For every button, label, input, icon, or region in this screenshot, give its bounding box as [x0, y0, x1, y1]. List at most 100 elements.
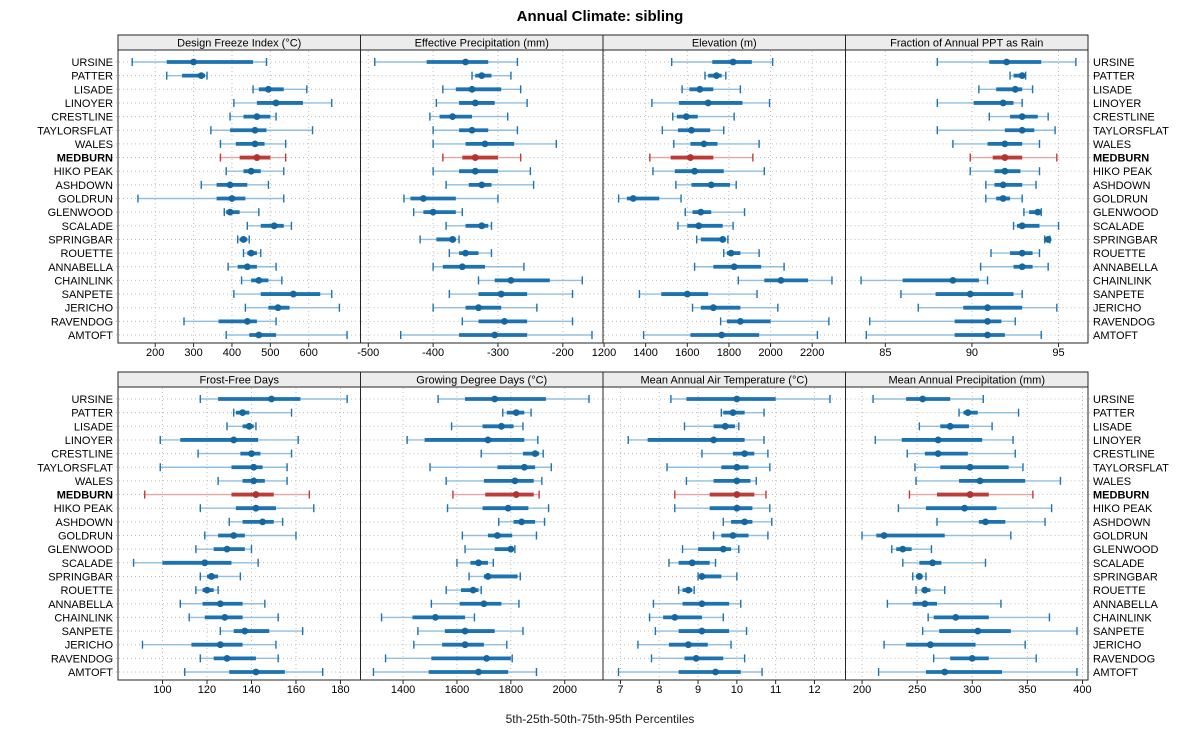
- station-label-right: JERICHO: [1093, 303, 1142, 315]
- percentile-row: [432, 139, 558, 148]
- percentile-row: [661, 126, 725, 135]
- median-dot: [221, 614, 229, 621]
- percentile-row: [137, 194, 285, 203]
- percentile-row: [227, 262, 277, 271]
- station-label-left: MEDBURN: [57, 153, 113, 165]
- percentile-row: [380, 613, 476, 622]
- percentile-row: [210, 126, 314, 135]
- axis-tick-label: 600: [300, 347, 318, 359]
- median-dot: [999, 195, 1007, 202]
- station-label-left: AMTOFT: [68, 330, 113, 342]
- percentile-row: [184, 668, 324, 676]
- median-dot: [461, 641, 469, 649]
- percentile-row: [179, 599, 266, 608]
- percentile-row: [450, 422, 524, 431]
- percentile-row: [1043, 235, 1052, 244]
- median-dot: [230, 436, 238, 444]
- median-dot: [449, 113, 456, 120]
- median-dot: [729, 58, 737, 66]
- station-label-right: LISADE: [1093, 84, 1132, 96]
- median-dot: [961, 504, 968, 512]
- percentile-row: [650, 654, 746, 663]
- station-label-left: CHAINLINK: [54, 612, 113, 624]
- median-dot: [252, 668, 260, 676]
- percentile-row: [891, 545, 933, 554]
- median-dot: [241, 627, 249, 635]
- axis-tick-label: 85: [879, 347, 891, 359]
- percentile-row: [652, 167, 766, 176]
- median-dot: [921, 586, 929, 594]
- median-dot: [934, 436, 942, 444]
- median-dot: [419, 195, 427, 202]
- station-label-left: SPRINGBAR: [48, 571, 113, 583]
- median-dot: [429, 208, 437, 216]
- median-dot: [629, 195, 637, 202]
- station-label-right: GOLDRUN: [1093, 531, 1148, 543]
- median-dot: [695, 222, 703, 230]
- median-dot: [915, 573, 923, 580]
- percentile-row: [219, 627, 304, 636]
- median-dot: [966, 463, 974, 471]
- median-dot: [245, 422, 253, 430]
- percentile-row: [480, 449, 544, 458]
- percentile-row: [877, 668, 1078, 676]
- median-dot: [471, 154, 479, 161]
- percentile-row: [668, 558, 717, 567]
- axis-tick-label: 10: [731, 684, 743, 696]
- median-dot: [208, 573, 215, 580]
- median-dot: [216, 641, 224, 649]
- percentile-row: [442, 153, 522, 162]
- percentile-row: [719, 317, 830, 326]
- median-dot: [255, 277, 263, 284]
- percentile-row: [468, 572, 521, 581]
- station-label-right: LISADE: [1093, 421, 1132, 433]
- percentile-row: [861, 531, 1012, 540]
- median-dot: [251, 140, 259, 148]
- station-label-right: CHAINLINK: [1093, 612, 1152, 624]
- percentile-row: [908, 490, 1034, 499]
- percentile-row: [985, 180, 1037, 189]
- percentile-row: [627, 435, 765, 444]
- station-label-left: LINOYER: [65, 435, 113, 447]
- median-dot: [259, 518, 267, 526]
- percentile-row: [166, 71, 208, 80]
- axis-tick-label: 2000: [552, 684, 576, 696]
- median-dot: [704, 99, 712, 107]
- percentile-row: [374, 58, 519, 66]
- median-dot: [777, 277, 785, 284]
- panel-design-freeze-index-c-: Design Freeze Index (°C) 200 300 400 500 600: [112, 34, 361, 359]
- station-label-left: PATTER: [71, 408, 113, 420]
- station-label-left: ROUETTE: [60, 585, 113, 597]
- percentile-row: [990, 249, 1041, 258]
- panel-title: Mean Annual Air Temperature (°C): [641, 375, 808, 387]
- station-label-right: SPRINGBAR: [1093, 571, 1158, 583]
- median-dot: [974, 627, 982, 635]
- percentile-row: [217, 476, 288, 485]
- percentile-row: [900, 290, 1023, 299]
- percentile-row: [666, 463, 771, 472]
- station-label-right: CHAINLINK: [1093, 275, 1152, 287]
- percentile-row: [195, 586, 219, 595]
- median-dot: [468, 126, 476, 134]
- percentile-row: [681, 85, 742, 94]
- percentile-row: [244, 303, 341, 312]
- percentile-row: [1012, 221, 1060, 230]
- percentile-row: [723, 249, 760, 258]
- median-dot: [449, 236, 456, 243]
- axis-tick-label: 8: [656, 684, 662, 696]
- station-label-right: GLENWOOD: [1093, 544, 1158, 556]
- station-label-left: SCALADE: [62, 221, 113, 233]
- median-dot: [462, 249, 469, 257]
- panel-title: Mean Annual Precipitation (mm): [888, 375, 1045, 387]
- station-label-left: URSINE: [71, 394, 113, 406]
- percentile-row: [936, 58, 1077, 66]
- station-label-right: SCALADE: [1093, 558, 1144, 570]
- median-dot: [255, 331, 263, 339]
- axis-tick-label: 350: [1018, 684, 1036, 696]
- axis-tick-label: 1400: [633, 347, 657, 359]
- panel-fraction-of-annual-ppt-as-rain: Fraction of Annual PPT as Rain 85 90 95: [845, 34, 1095, 359]
- station-label-left: CHAINLINK: [54, 275, 113, 287]
- station-label-right: URSINE: [1093, 394, 1135, 406]
- median-dot: [462, 58, 469, 66]
- station-label-right: SCALADE: [1093, 221, 1144, 233]
